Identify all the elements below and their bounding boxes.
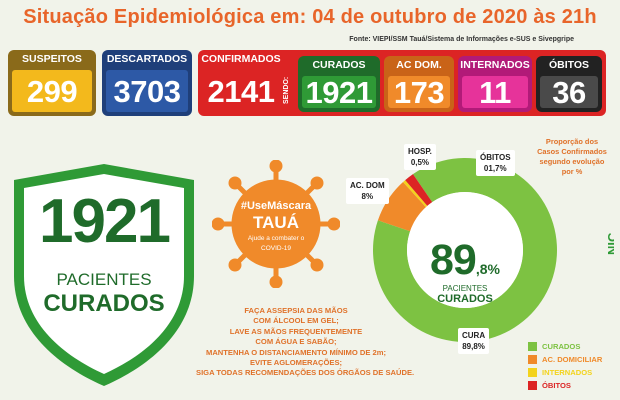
proportion-note: Proporção dos Casos Confirmados segundo … [534, 137, 610, 177]
stat-value-bg [12, 70, 92, 112]
advice-line: MANTENHA O DISTANCIAMENTO MÍNIMO DE 2m; [206, 347, 386, 357]
callout-value: 89,8% [462, 342, 485, 351]
donut-hole [407, 192, 523, 308]
stat-value: 11 [479, 75, 511, 110]
legend-item: INTERNADOS [528, 366, 602, 379]
donut-center-number: 89 [430, 236, 477, 284]
stat-label: ÓBITOS [548, 59, 590, 71]
stat-value: 3703 [113, 74, 181, 109]
advice-line: EVITE AGLOMERAÇÕES; [249, 358, 343, 368]
proportion-line: segundo evolução [539, 157, 605, 166]
proportion-line: Proporção dos [545, 137, 599, 146]
stat-label: CONFIRMADOS [201, 53, 281, 65]
proportion-line: Casos Confirmados [537, 147, 607, 156]
stat-value: 36 [552, 75, 586, 110]
donut-center-value: 89,8% [410, 236, 520, 285]
callout-label: CURA [462, 331, 486, 340]
donut-slice-curados [373, 157, 558, 342]
callout-value: 0,5% [410, 158, 430, 167]
callout-value: 01,7% [483, 164, 507, 173]
shield-line2: CURADOS [43, 290, 165, 317]
legend-item: CURADOS [528, 340, 602, 353]
stat-ac-dom: AC DOM. 173 [384, 56, 454, 112]
legend-label: INTERNADOS [542, 368, 593, 377]
donut-slice--bitos [405, 174, 433, 206]
stat-value: 173 [393, 75, 445, 110]
stat-value-bg [106, 70, 188, 112]
callout-hosp: HOSP. 0,5% [404, 144, 436, 170]
donut-slice-internados [403, 180, 428, 208]
advice-line: LAVE AS MÃOS FREQUENTEMENTE [229, 326, 363, 336]
campaign-sub2: COVID-19 [261, 245, 291, 252]
legend-label: ÓBITOS [542, 381, 571, 390]
chart-legend: CURADOS AC. DOMICILIAR INTERNADOS ÓBITOS [528, 340, 602, 392]
stat-descartados: DESCARTADOS 3703 [102, 50, 192, 116]
campaign-text: #UseMáscara TAUÁ Ajude a combater o COVI… [212, 200, 340, 253]
advice-line: COM ÁGUA E SABÃO; [255, 337, 337, 347]
virus-icon [212, 160, 340, 288]
stat-label: CURADOS [312, 59, 366, 71]
donut-center-line1: PACIENTES [442, 284, 488, 293]
callout-ac-dom: AC. DOM 8% [346, 178, 389, 204]
stat-value: 2141 [207, 74, 275, 109]
shield-line1: PACIENTES [56, 270, 152, 289]
legend-item: AC. DOMICILIAR [528, 353, 602, 366]
advice-text: FAÇA ASSEPSIA DAS MÃOS COM ÁLCOOL EM GEL… [196, 306, 415, 379]
stat-label: SUSPEITOS [22, 53, 82, 65]
stat-value-bg [388, 76, 450, 108]
callout-value: 8% [361, 192, 374, 201]
campaign-sub1: Ajude a combater o [247, 235, 305, 242]
proportion-line: por % [561, 167, 583, 176]
stat-suspeitos: SUSPEITOS 299 [8, 50, 96, 116]
legend-swatch [528, 368, 537, 377]
campaign-city: TAUÁ [253, 213, 299, 232]
donut-center-line2: CURADOS [437, 293, 493, 305]
advice-line: COM ÁLCOOL EM GEL; [253, 316, 339, 326]
shield-icon [14, 164, 194, 386]
shield-number: 1921 [39, 187, 171, 256]
stat-confirmados: CONFIRMADOS 2141 [198, 50, 284, 116]
legend-swatch [528, 381, 537, 390]
callout-label: AC. DOM [350, 181, 385, 190]
callout-cura: CURA 89,8% [458, 328, 490, 354]
page-title: Situação Epidemiológica em: 04 de outubr… [23, 6, 597, 28]
nic-logo: NIC [605, 232, 614, 255]
legend-label: AC. DOMICILIAR [542, 355, 603, 364]
cured-shield: 1921 PACIENTES CURADOS [8, 158, 200, 392]
data-source: Fonte: VIEPI/SSM Tauá/Sistema de Informa… [349, 36, 574, 43]
callout-label: HOSP. [408, 147, 432, 156]
stat-value: 299 [26, 74, 78, 109]
donut-slice-ac-domiciliar [377, 182, 426, 232]
legend-swatch [528, 342, 537, 351]
advice-line: SIGA TODAS RECOMENDAÇÕES DOS ÓRGÃOS DE S… [196, 368, 415, 378]
stat-label: DESCARTADOS [106, 53, 188, 65]
legend-item: ÓBITOS [528, 379, 602, 392]
stat-curados: CURADOS 1921 [298, 56, 380, 112]
campaign-hashtag: #UseMáscara [240, 200, 312, 212]
callout-label: ÓBITOS [480, 153, 511, 162]
stat-obitos: ÓBITOS 36 [536, 56, 602, 112]
stat-internados: INTERNADOS 11 [458, 56, 532, 112]
stat-label: INTERNADOS [460, 59, 530, 71]
stat-value-bg [302, 76, 376, 108]
stat-value-bg [462, 76, 528, 108]
donut-center-suffix: ,8% [475, 261, 500, 277]
advice-line: FAÇA ASSEPSIA DAS MÃOS [244, 306, 348, 315]
logo-text: NIC [605, 232, 614, 255]
callout-obitos: ÓBITOS 01,7% [476, 150, 515, 176]
legend-swatch [528, 355, 537, 364]
stat-value-bg [540, 76, 598, 108]
stat-value: 1921 [305, 75, 373, 110]
legend-label: CURADOS [542, 342, 581, 351]
stat-label: AC DOM. [396, 59, 442, 71]
